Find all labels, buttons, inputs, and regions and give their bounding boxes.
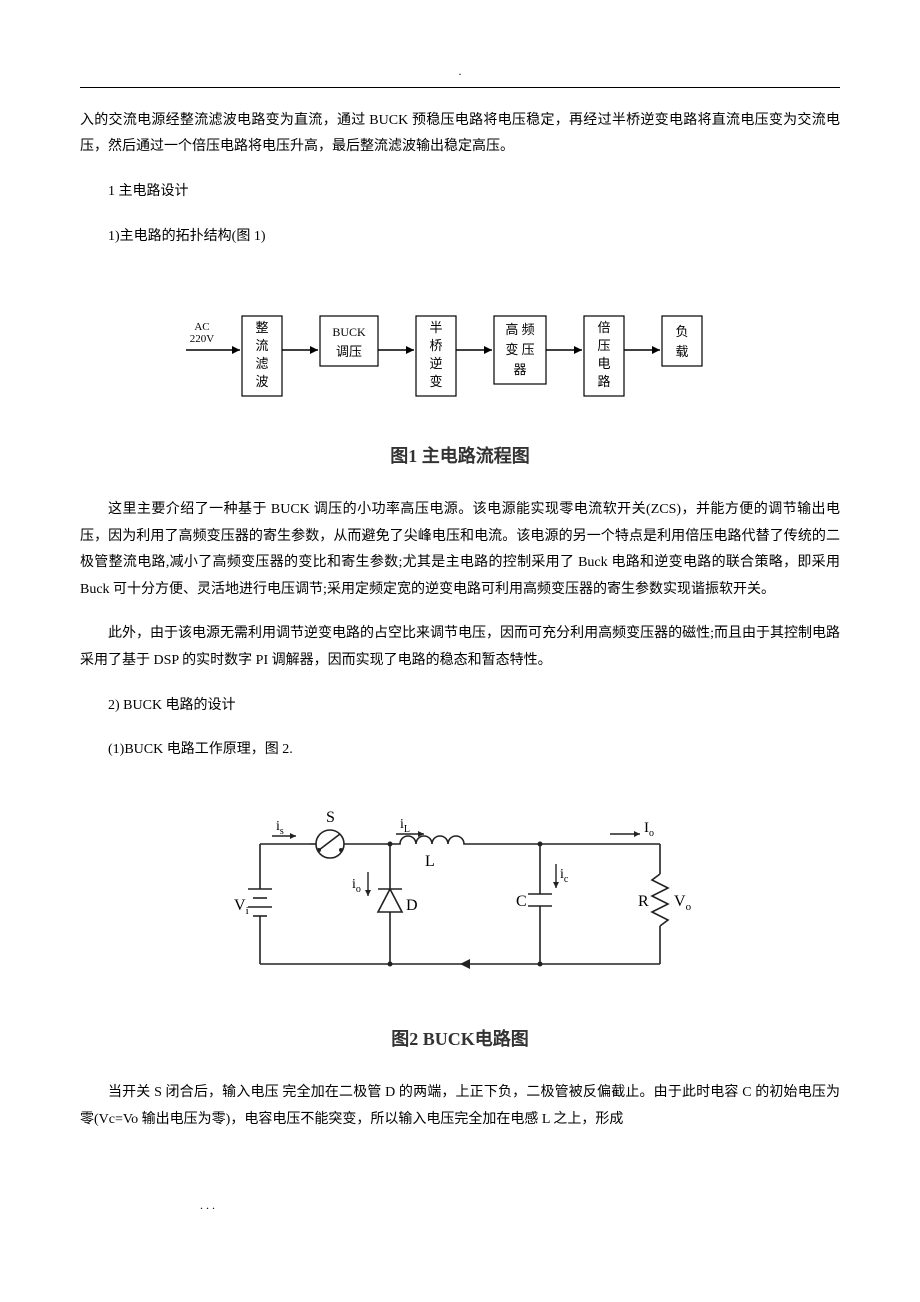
fig2-S: S xyxy=(326,809,335,826)
para-after-fig1-1: 这里主要介绍了一种基于 BUCK 调压的小功率高压电源。该电源能实现零电流软开关… xyxy=(80,497,840,603)
fig2-Io: Io xyxy=(644,820,654,839)
fig2-io-diode: io xyxy=(352,877,361,895)
fig1-b5-l2: 压 xyxy=(597,338,610,353)
fig1-b5-l4: 路 xyxy=(597,374,610,389)
figure-2-svg: Vi is S iL L Io D xyxy=(200,794,720,1004)
fig1-b1-l4: 波 xyxy=(255,374,268,389)
fig1-b5-l1: 倍 xyxy=(597,320,610,335)
fig1-b4-l2: 变 压 xyxy=(505,342,534,357)
fig2-vi: Vi xyxy=(234,897,249,917)
section-1-sub2-1: (1)BUCK 电路工作原理，图 2. xyxy=(80,737,840,764)
header-dot: . xyxy=(80,60,840,83)
figure-2-caption: 图2 BUCK电路图 xyxy=(80,1022,840,1056)
fig1-b1-l2: 流 xyxy=(255,338,268,353)
fig1-b2-l2: 调压 xyxy=(336,344,362,359)
fig1-b4-l1: 高 频 xyxy=(505,322,534,337)
fig1-input-220v: 220V xyxy=(190,333,215,345)
section-1-title: 1 主电路设计 xyxy=(80,179,840,206)
fig1-b6-l2: 载 xyxy=(675,344,688,359)
fig1-b3-l1: 半 xyxy=(429,320,442,335)
figure-1: AC 220V 整 流 滤 波 BUCK 调压 半 桥 逆 变 高 频 变 压 … xyxy=(80,280,840,473)
fig2-D: D xyxy=(406,897,418,914)
fig1-b5-l3: 电 xyxy=(597,356,610,371)
para-after-fig2: 当开关 S 闭合后，输入电压 完全加在二极管 D 的两端，上正下负，二极管被反偏… xyxy=(80,1080,840,1133)
fig1-b1-l1: 整 xyxy=(255,320,268,335)
fig2-is: is xyxy=(276,819,284,837)
fig1-b1-l3: 滤 xyxy=(255,356,268,371)
fig1-b4-l3: 器 xyxy=(513,362,526,377)
footer-dots: . . . xyxy=(80,1194,840,1217)
figure-1-svg: AC 220V 整 流 滤 波 BUCK 调压 半 桥 逆 变 高 频 变 压 … xyxy=(180,280,740,420)
fig2-C: C xyxy=(516,893,527,910)
figure-2: Vi is S iL L Io D xyxy=(80,794,840,1057)
top-rule xyxy=(80,87,840,88)
intro-paragraph: 入的交流电源经整流滤波电路变为直流，通过 BUCK 预稳压电路将电压稳定，再经过… xyxy=(80,108,840,161)
fig1-b6-l1: 负 xyxy=(675,324,688,339)
fig1-b3-l3: 逆 xyxy=(429,356,442,371)
fig1-b3-l2: 桥 xyxy=(429,338,442,353)
fig2-L: L xyxy=(425,853,435,870)
fig2-iL: iL xyxy=(400,817,410,835)
fig2-ic: ic xyxy=(560,867,569,885)
fig1-b3-l4: 变 xyxy=(429,374,442,389)
section-1-sub1: 1)主电路的拓扑结构(图 1) xyxy=(80,224,840,251)
para-after-fig1-2: 此外，由于该电源无需利用调节逆变电路的占空比来调节电压，因而可充分利用高频变压器… xyxy=(80,621,840,674)
fig2-R: R xyxy=(638,893,649,910)
fig1-b2-l1: BUCK xyxy=(332,325,366,339)
section-1-sub2: 2) BUCK 电路的设计 xyxy=(80,693,840,720)
fig1-input-ac: AC xyxy=(194,321,209,333)
figure-1-caption: 图1 主电路流程图 xyxy=(80,439,840,473)
fig2-Vo: Vo xyxy=(674,893,692,913)
